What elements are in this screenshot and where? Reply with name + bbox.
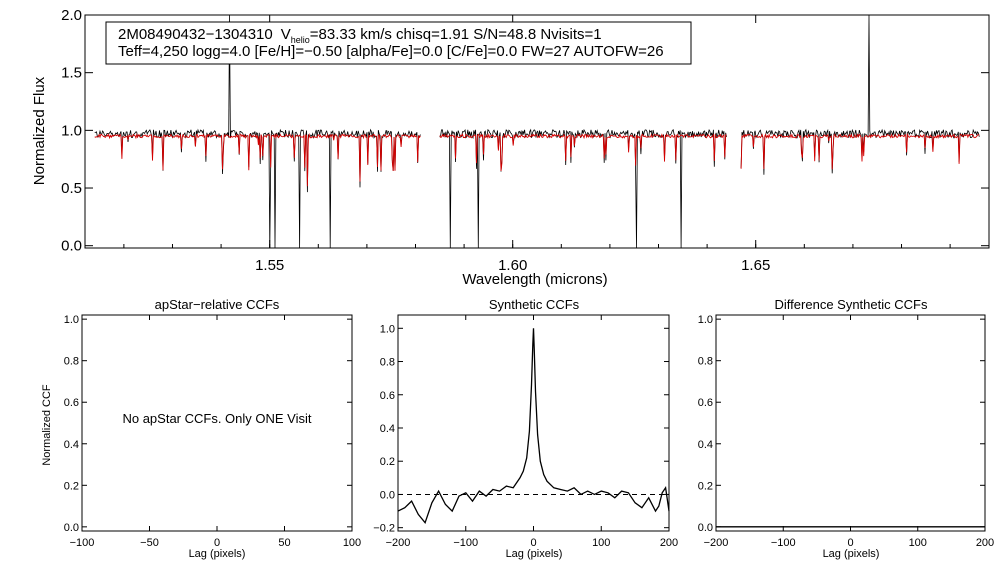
apstar-ccf-x-axis-label: Lag (pixels): [189, 548, 246, 560]
stats-annotation-box: [105, 21, 692, 65]
x-tick-label: −50: [140, 537, 159, 549]
apstar-ccf-title: apStar−relative CCFs: [155, 297, 280, 312]
y-tick-label: 1.0: [698, 314, 713, 326]
x-tick-label: 100: [343, 537, 361, 549]
difference-ccf-axes-frame: [715, 314, 986, 532]
difference-ccf-panel: −200 −100 0 100 200 0.0 0.2 0.4 0.6 0.8 1.0 Differ…: [698, 297, 994, 560]
observed-spectrum-chip-2: [439, 128, 727, 249]
y-tick-label: 0.4: [698, 439, 713, 451]
spectrum-ticks: 1.55 1.60 1.65 0.0 0.5 1.0 1.5 2.0: [61, 7, 989, 274]
vhelio-label: V: [281, 26, 291, 43]
x-tick-label: 1.65: [741, 257, 770, 274]
y-tick-label: 1.0: [61, 122, 82, 139]
y-tick-label: 0.6: [64, 397, 79, 409]
x-tick-label: 50: [278, 537, 290, 549]
y-tick-label: 0.4: [64, 439, 79, 451]
x-tick-label: 100: [592, 537, 610, 549]
y-tick-label: 0.2: [64, 480, 79, 492]
y-tick-label: 0.2: [380, 456, 395, 468]
synthetic-ccf-title: Synthetic CCFs: [489, 297, 580, 312]
y-tick-label: 0.8: [698, 356, 713, 368]
star-id: 2M08490432−1304310: [118, 26, 273, 43]
x-tick-label: 200: [976, 537, 994, 549]
vhelio-subscript: helio: [291, 35, 310, 45]
spectrum-x-axis-label: Wavelength (microns): [462, 271, 607, 288]
x-tick-label: −100: [453, 537, 478, 549]
annotation-line2: Teff=4,250 logg=4.0 [Fe/H]=−0.50 [alpha/…: [118, 43, 664, 60]
synthetic-ccf-axes-frame: [397, 314, 670, 532]
spectrum-panel: 1.55 1.60 1.65 0.0 0.5 1.0 1.5 2.0 2M08490432−1…: [31, 7, 990, 288]
y-tick-label: −0.2: [373, 523, 395, 535]
y-tick-label: 0.0: [698, 522, 713, 534]
x-tick-label: −200: [704, 537, 729, 549]
difference-ccf-x-axis-label: Lag (pixels): [823, 548, 880, 560]
y-tick-label: 0.0: [64, 522, 79, 534]
vhelio-rest: =83.33 km/s chisq=1.91 S/N=48.8 Nvisits=…: [310, 26, 602, 43]
y-tick-label: 0.5: [61, 180, 82, 197]
spectrum-axes-frame: [84, 14, 990, 249]
no-ccf-message: No apStar CCFs. Only ONE Visit: [122, 411, 311, 426]
model-spectrum-chip-1: [94, 132, 421, 187]
model-spectrum-chip-3: [740, 132, 980, 170]
y-tick-label: 0.2: [698, 480, 713, 492]
apstar-ccf-panel: −100 −50 0 50 100 0.0 0.2 0.4 0.6 0.8 1.0 apStar−r…: [41, 297, 361, 560]
y-tick-label: 0.0: [380, 489, 395, 501]
x-tick-label: −100: [771, 537, 796, 549]
y-tick-label: 0.8: [380, 357, 395, 369]
synthetic-ccf-ticks: −200 −100 0 100 200 −0.2 0.0 0.2 0.4 0.6 0.8 1.0: [373, 315, 678, 549]
y-tick-label: 2.0: [61, 7, 82, 24]
x-tick-label: −100: [70, 537, 95, 549]
y-tick-label: 1.5: [61, 65, 82, 82]
x-tick-label: 1.60: [498, 257, 527, 274]
y-tick-label: 1.0: [380, 323, 395, 335]
spectrum-y-axis-label: Normalized Flux: [31, 76, 48, 185]
y-tick-label: 0.0: [61, 238, 82, 255]
y-tick-label: 1.0: [64, 314, 79, 326]
difference-ccf-title: Difference Synthetic CCFs: [775, 297, 928, 312]
annotation-line1: 2M08490432−1304310 Vhelio=83.33 km/s chis…: [118, 26, 602, 45]
model-spectrum-chip-2: [439, 132, 727, 172]
synthetic-ccf-panel: −200 −100 0 100 200 −0.2 0.0 0.2 0.4 0.6 0.8 1.0 Sy…: [373, 297, 678, 560]
y-tick-label: 0.6: [380, 390, 395, 402]
y-tick-label: 0.6: [698, 397, 713, 409]
synthetic-ccf-x-axis-label: Lag (pixels): [506, 548, 563, 560]
x-tick-label: −200: [386, 537, 411, 549]
x-tick-label: 100: [909, 537, 927, 549]
x-tick-label: 0: [530, 537, 536, 549]
spectrum-lines: [94, 14, 980, 249]
observed-spectrum-chip-3: [740, 14, 980, 175]
apstar-ccf-y-axis-label: Normalized CCF: [41, 384, 53, 466]
y-tick-label: 0.8: [64, 356, 79, 368]
x-tick-label: 200: [660, 537, 678, 549]
x-tick-label: 0: [214, 537, 220, 549]
difference-ccf-ticks: −200 −100 0 100 200 0.0 0.2 0.4 0.6 0.8 1.0: [698, 314, 994, 549]
synthetic-ccf-line: [397, 328, 670, 525]
x-tick-label: 1.55: [255, 257, 284, 274]
synthetic-ccf-lines: [397, 328, 670, 525]
x-tick-label: 0: [847, 537, 853, 549]
y-tick-label: 0.4: [380, 423, 395, 435]
apstar-ccf-ticks: −100 −50 0 50 100 0.0 0.2 0.4 0.6 0.8 1.0: [64, 314, 361, 549]
